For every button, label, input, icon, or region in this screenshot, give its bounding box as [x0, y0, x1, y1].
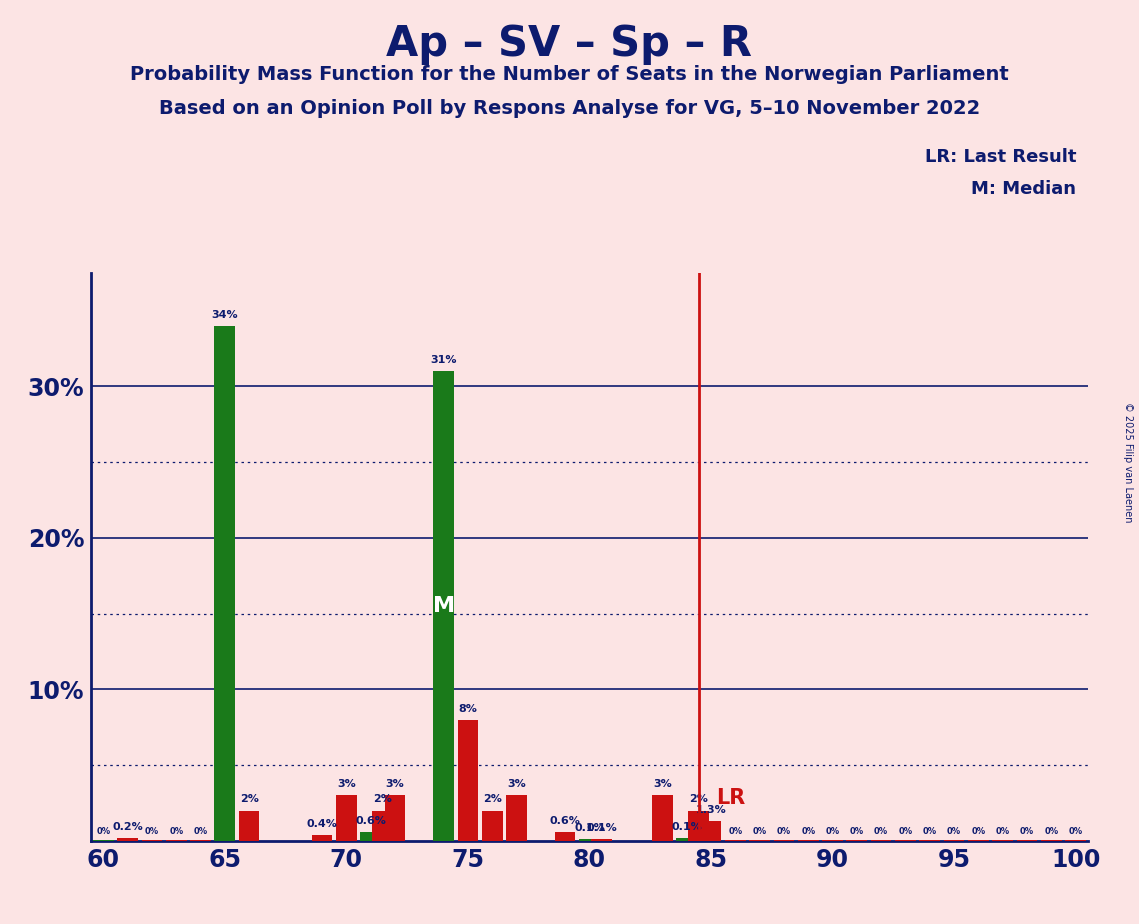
- Text: 0%: 0%: [923, 827, 936, 836]
- Text: 0%: 0%: [728, 827, 743, 836]
- Text: 0%: 0%: [1044, 827, 1058, 836]
- Text: 0%: 0%: [899, 827, 912, 836]
- Text: © 2025 Filip van Laenen: © 2025 Filip van Laenen: [1123, 402, 1132, 522]
- Bar: [433, 371, 454, 841]
- Bar: [117, 838, 138, 841]
- Text: 2%: 2%: [374, 795, 392, 805]
- Bar: [579, 839, 600, 841]
- Text: 0.1%: 0.1%: [587, 823, 617, 833]
- Bar: [372, 810, 393, 841]
- Bar: [385, 796, 405, 841]
- Text: 0%: 0%: [145, 827, 159, 836]
- Bar: [506, 796, 527, 841]
- Text: 0.6%: 0.6%: [355, 816, 386, 826]
- Bar: [214, 325, 235, 841]
- Bar: [239, 810, 260, 841]
- Bar: [360, 832, 380, 841]
- Text: 0%: 0%: [874, 827, 888, 836]
- Text: 0.2%: 0.2%: [113, 821, 144, 832]
- Text: 0%: 0%: [194, 827, 207, 836]
- Text: 0%: 0%: [169, 827, 183, 836]
- Bar: [688, 810, 710, 841]
- Text: 8%: 8%: [459, 703, 477, 713]
- Text: 0%: 0%: [753, 827, 767, 836]
- Text: 2%: 2%: [239, 795, 259, 805]
- Text: Probability Mass Function for the Number of Seats in the Norwegian Parliament: Probability Mass Function for the Number…: [130, 65, 1009, 84]
- Text: 0%: 0%: [1068, 827, 1083, 836]
- Text: Ap – SV – Sp – R: Ap – SV – Sp – R: [386, 23, 753, 65]
- Text: 34%: 34%: [212, 310, 238, 320]
- Text: 2%: 2%: [689, 795, 708, 805]
- Text: 0.4%: 0.4%: [306, 819, 337, 829]
- Text: LR: LR: [715, 788, 745, 808]
- Text: 0%: 0%: [947, 827, 961, 836]
- Text: 2%: 2%: [483, 795, 501, 805]
- Text: 1.3%: 1.3%: [696, 805, 727, 815]
- Bar: [652, 796, 673, 841]
- Text: 0%: 0%: [801, 827, 816, 836]
- Text: M: Median: M: Median: [972, 180, 1076, 198]
- Text: 0%: 0%: [826, 827, 839, 836]
- Bar: [458, 720, 478, 841]
- Text: 31%: 31%: [431, 355, 457, 365]
- Text: 0%: 0%: [972, 827, 985, 836]
- Text: 3%: 3%: [507, 779, 526, 789]
- Bar: [312, 834, 333, 841]
- Bar: [336, 796, 357, 841]
- Bar: [555, 832, 575, 841]
- Text: 3%: 3%: [386, 779, 404, 789]
- Text: 0.1%: 0.1%: [574, 823, 605, 833]
- Bar: [700, 821, 721, 841]
- Bar: [591, 839, 612, 841]
- Text: Based on an Opinion Poll by Respons Analyse for VG, 5–10 November 2022: Based on an Opinion Poll by Respons Anal…: [158, 99, 981, 118]
- Text: 0%: 0%: [1019, 827, 1034, 836]
- Bar: [677, 838, 697, 841]
- Text: 0%: 0%: [995, 827, 1010, 836]
- Text: LR: Last Result: LR: Last Result: [925, 148, 1076, 165]
- Text: 0.6%: 0.6%: [550, 816, 581, 826]
- Bar: [482, 810, 502, 841]
- Text: 0%: 0%: [96, 827, 110, 836]
- Text: M: M: [433, 596, 454, 616]
- Text: 3%: 3%: [653, 779, 672, 789]
- Text: 3%: 3%: [337, 779, 355, 789]
- Text: 0.1%: 0.1%: [671, 821, 702, 832]
- Text: 0%: 0%: [777, 827, 790, 836]
- Text: 0%: 0%: [850, 827, 863, 836]
